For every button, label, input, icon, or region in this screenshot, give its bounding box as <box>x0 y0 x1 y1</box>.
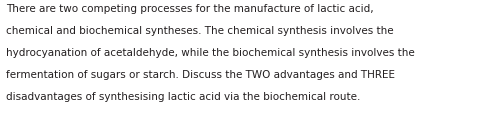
Text: There are two competing processes for the manufacture of lactic acid,: There are two competing processes for th… <box>6 4 374 14</box>
Text: chemical and biochemical syntheses. The chemical synthesis involves the: chemical and biochemical syntheses. The … <box>6 26 394 36</box>
Text: hydrocyanation of acetaldehyde, while the biochemical synthesis involves the: hydrocyanation of acetaldehyde, while th… <box>6 48 415 58</box>
Text: fermentation of sugars or starch. Discuss the TWO advantages and THREE: fermentation of sugars or starch. Discus… <box>6 70 395 80</box>
Text: disadvantages of synthesising lactic acid via the biochemical route.: disadvantages of synthesising lactic aci… <box>6 92 361 102</box>
